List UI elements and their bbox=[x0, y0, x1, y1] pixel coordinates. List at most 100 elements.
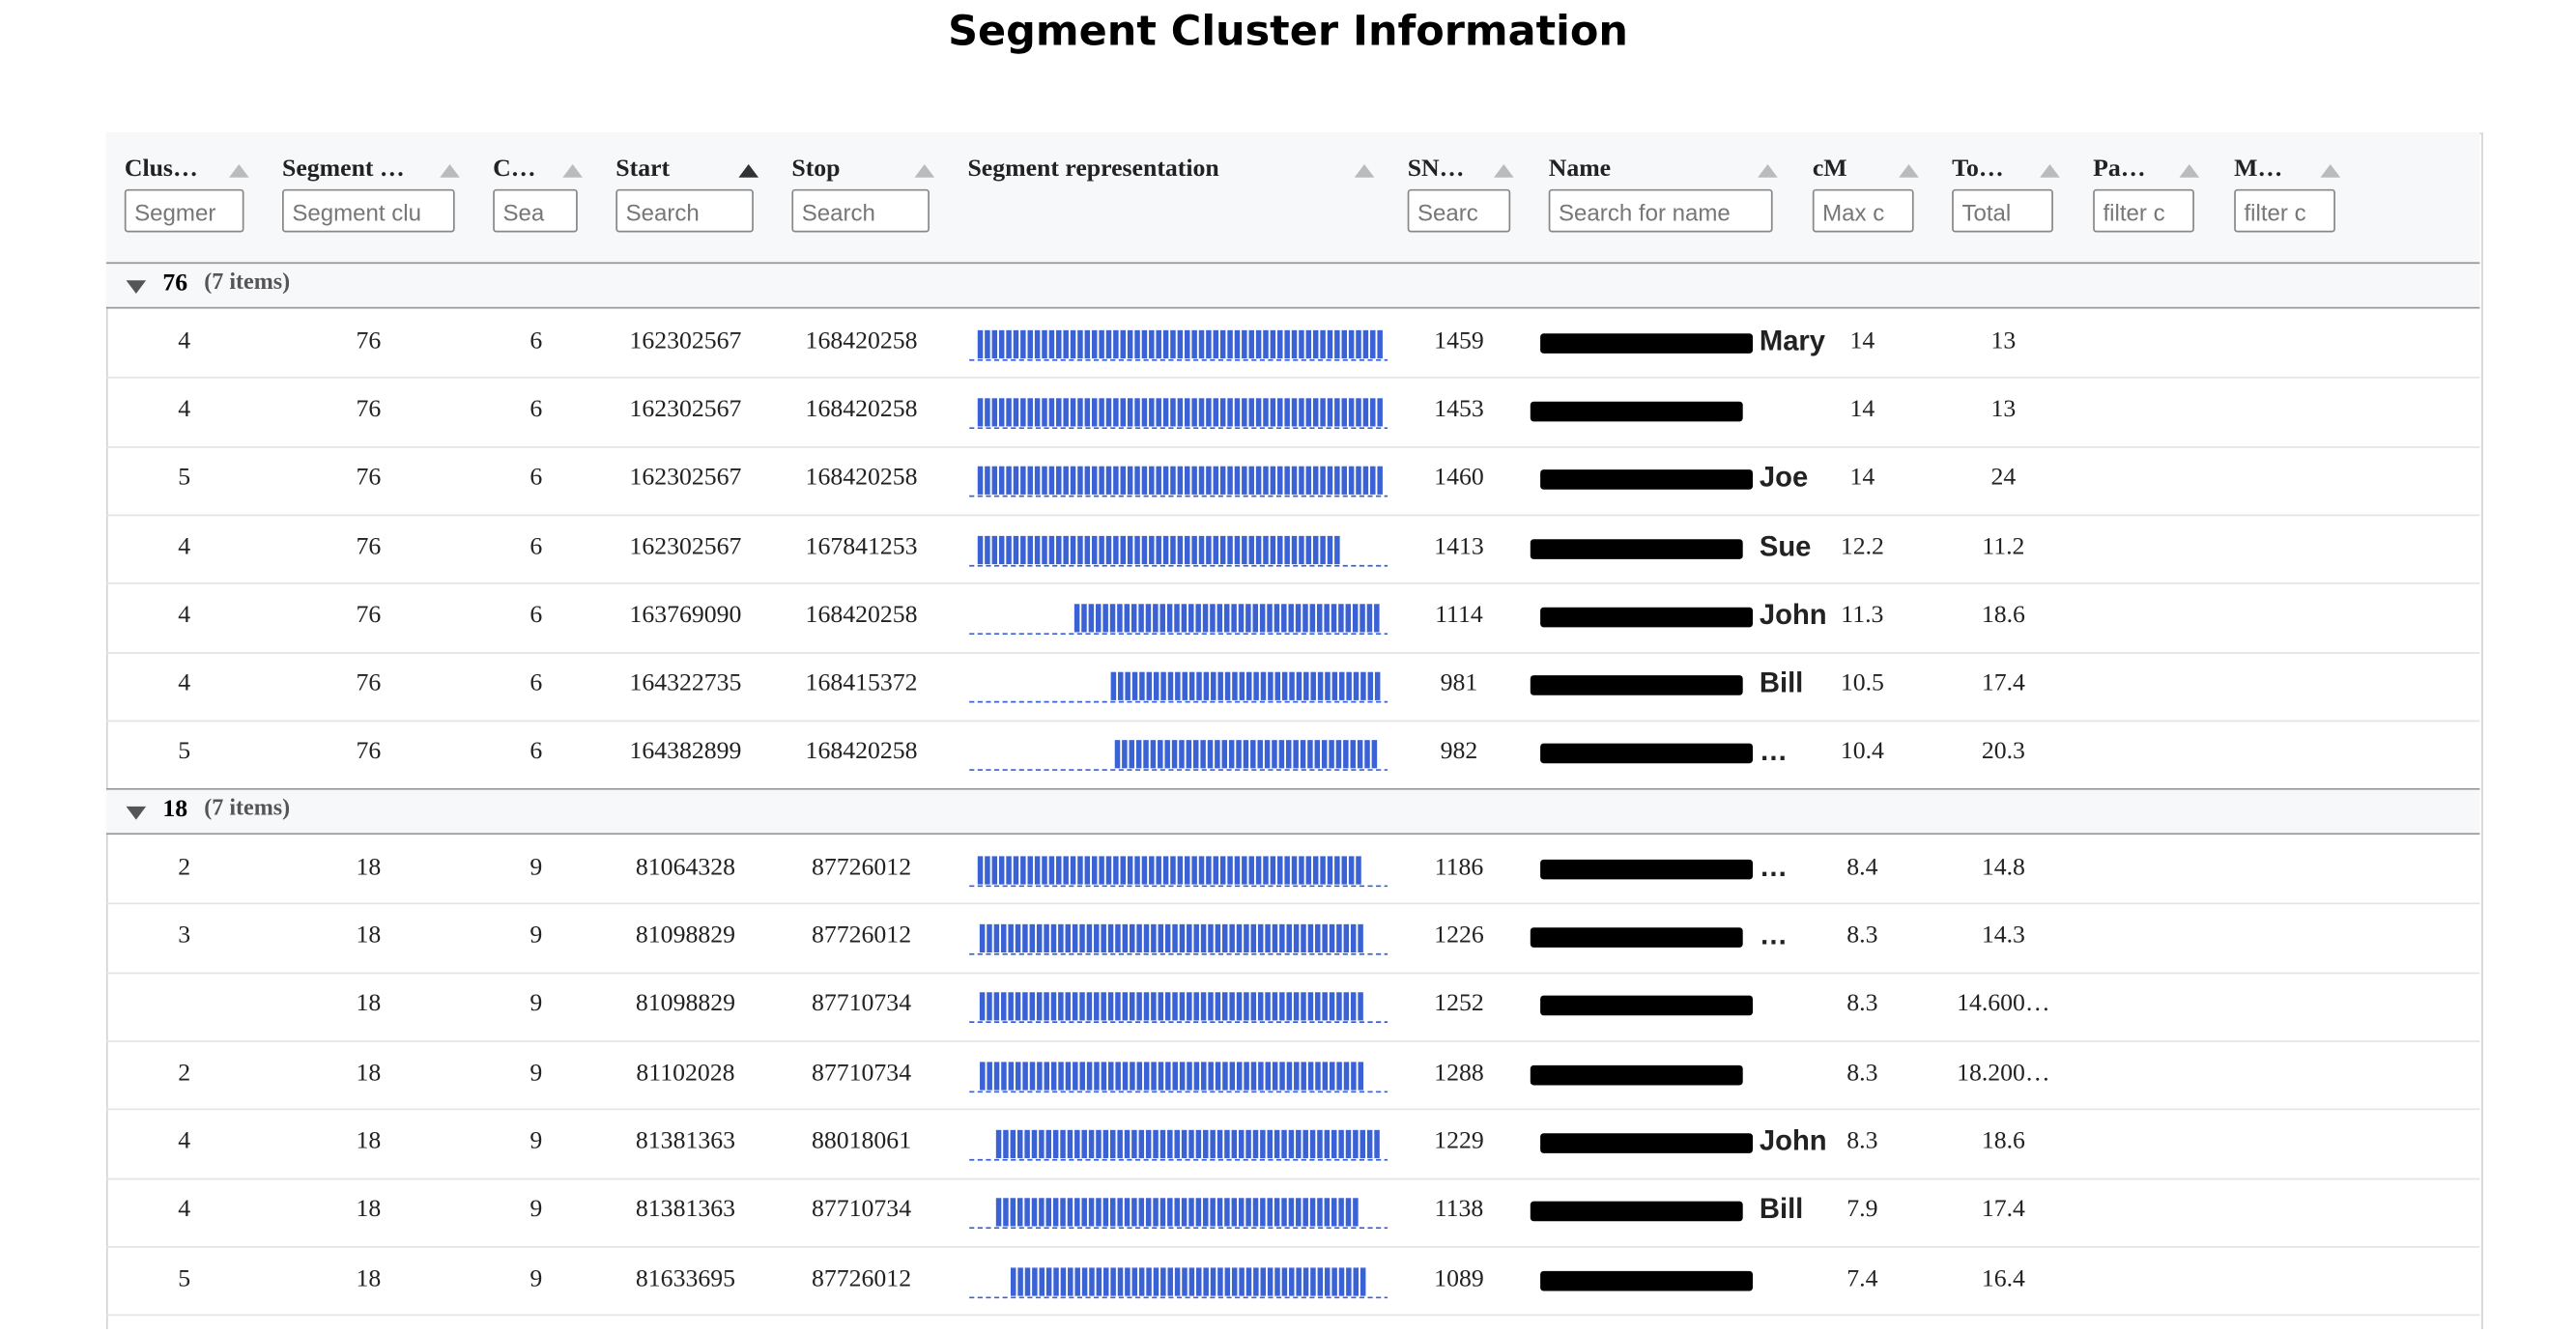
segment-stripe bbox=[1265, 992, 1271, 1021]
segment-stripe bbox=[1065, 1061, 1072, 1090]
sort-arrow[interactable] bbox=[1494, 164, 1514, 178]
table-cell: 164322735 bbox=[629, 670, 742, 697]
sort-arrow[interactable] bbox=[2040, 164, 2060, 178]
segment-stripe bbox=[1360, 671, 1366, 701]
sort-arrow[interactable] bbox=[1354, 164, 1375, 178]
segment-stripe bbox=[1370, 467, 1376, 496]
group-row[interactable] bbox=[105, 262, 2480, 309]
segment-stripe bbox=[1105, 855, 1112, 885]
group-row[interactable] bbox=[105, 788, 2480, 836]
segment-stripe bbox=[1015, 1061, 1021, 1090]
segment-stripe bbox=[1167, 1266, 1173, 1295]
column-header[interactable]: To… bbox=[1952, 156, 2004, 183]
segment-stripe bbox=[1346, 671, 1352, 701]
sort-arrow[interactable] bbox=[1758, 164, 1778, 178]
column-header[interactable]: M… bbox=[2234, 156, 2283, 183]
segment-stripe bbox=[1265, 1061, 1272, 1090]
segment-representation bbox=[969, 855, 1388, 887]
segment-stripe bbox=[1208, 992, 1214, 1021]
filter-input[interactable]: Search for name bbox=[1548, 188, 1773, 233]
segment-stripe bbox=[1350, 992, 1357, 1021]
column-header[interactable]: Start bbox=[615, 156, 671, 183]
segment-stripe bbox=[1077, 855, 1083, 885]
sort-arrow[interactable] bbox=[738, 164, 759, 178]
segment-stripe bbox=[1170, 329, 1176, 358]
segment-stripe bbox=[1231, 1198, 1238, 1227]
segment-stripe bbox=[1050, 992, 1057, 1021]
segment-stripe bbox=[1341, 398, 1347, 427]
segment-stripe bbox=[1086, 1061, 1093, 1090]
segment-stripe bbox=[1293, 992, 1300, 1021]
filter-input[interactable]: Segmer bbox=[124, 188, 244, 233]
segment-stripe bbox=[1367, 671, 1374, 701]
segment-stripe bbox=[1234, 534, 1241, 564]
redacted-name bbox=[1530, 1202, 1743, 1222]
segment-stripe bbox=[1164, 992, 1171, 1021]
segment-stripe bbox=[1020, 398, 1026, 427]
sort-arrow[interactable] bbox=[2179, 164, 2200, 178]
segment-stripe bbox=[1174, 1129, 1180, 1158]
group-toggle[interactable] bbox=[126, 807, 147, 820]
sort-arrow[interactable] bbox=[562, 164, 583, 178]
group-toggle[interactable] bbox=[126, 280, 147, 295]
segment-bar bbox=[1110, 671, 1381, 701]
filter-input[interactable]: Searc bbox=[1407, 188, 1511, 233]
segment-stripe bbox=[1191, 534, 1197, 564]
segment-stripe bbox=[1362, 467, 1369, 496]
segment-stripe bbox=[1366, 603, 1373, 633]
segment-stripe bbox=[1250, 1061, 1257, 1090]
segment-stripe bbox=[1215, 1061, 1221, 1090]
column-header[interactable]: Segment … bbox=[282, 156, 405, 183]
name-text: … bbox=[1759, 735, 1789, 768]
segment-stripe bbox=[1206, 398, 1212, 427]
filter-input[interactable]: Sea bbox=[493, 188, 578, 233]
filter-input[interactable]: Max c bbox=[1812, 188, 1914, 233]
segment-stripe bbox=[1044, 992, 1049, 1021]
segment-stripe bbox=[1172, 923, 1178, 953]
segment-stripe bbox=[1314, 740, 1321, 770]
row-divider bbox=[105, 1245, 2480, 1248]
filter-input[interactable]: filter c bbox=[2093, 188, 2194, 233]
segment-stripe bbox=[1109, 603, 1116, 633]
column-header[interactable]: C… bbox=[493, 156, 536, 183]
row-divider bbox=[105, 1314, 2480, 1317]
segment-stripe bbox=[1352, 603, 1359, 633]
sort-arrow[interactable] bbox=[229, 164, 249, 178]
sort-arrow[interactable] bbox=[1899, 164, 1919, 178]
sort-arrow[interactable] bbox=[2320, 164, 2341, 178]
segment-bar bbox=[977, 398, 1383, 427]
segment-stripe bbox=[1272, 1061, 1278, 1090]
filter-input[interactable]: Search bbox=[791, 188, 930, 233]
filter-input[interactable]: filter c bbox=[2234, 188, 2335, 233]
filter-input[interactable]: Search bbox=[615, 188, 754, 233]
column-header[interactable]: SN… bbox=[1407, 156, 1465, 183]
sort-arrow[interactable] bbox=[914, 164, 935, 178]
column-header[interactable]: Clus… bbox=[124, 156, 198, 183]
segment-stripe bbox=[1277, 467, 1283, 496]
segment-stripe bbox=[1134, 398, 1140, 427]
segment-stripe bbox=[1027, 329, 1033, 358]
column-header[interactable]: Segment representation bbox=[967, 156, 1219, 183]
segment-stripe bbox=[993, 992, 1000, 1021]
segment-stripe bbox=[998, 329, 1005, 358]
table-cell: 6 bbox=[530, 396, 543, 423]
segment-stripe bbox=[1331, 1198, 1337, 1227]
sort-arrow[interactable] bbox=[440, 164, 460, 178]
segment-stripe bbox=[1213, 467, 1219, 496]
table-cell: 163769090 bbox=[629, 602, 742, 629]
column-header[interactable]: Stop bbox=[791, 156, 841, 183]
segment-stripe bbox=[1338, 1198, 1344, 1227]
column-header[interactable]: Name bbox=[1548, 156, 1612, 183]
segment-stripe bbox=[1267, 1266, 1274, 1295]
segment-stripe bbox=[1346, 1266, 1352, 1295]
segment-stripe bbox=[1310, 1266, 1316, 1295]
segment-stripe bbox=[1131, 1198, 1137, 1227]
table-cell: 6 bbox=[530, 533, 543, 560]
column-header[interactable]: cM bbox=[1812, 156, 1847, 183]
column-header[interactable]: Pa… bbox=[2093, 156, 2146, 183]
segment-stripe bbox=[1279, 1061, 1285, 1090]
filter-input[interactable]: Total bbox=[1952, 188, 2053, 233]
segment-stripe bbox=[1203, 1198, 1209, 1227]
filter-input[interactable]: Segment clu bbox=[282, 188, 455, 233]
table-cell: 8.3 bbox=[1846, 1059, 1878, 1087]
